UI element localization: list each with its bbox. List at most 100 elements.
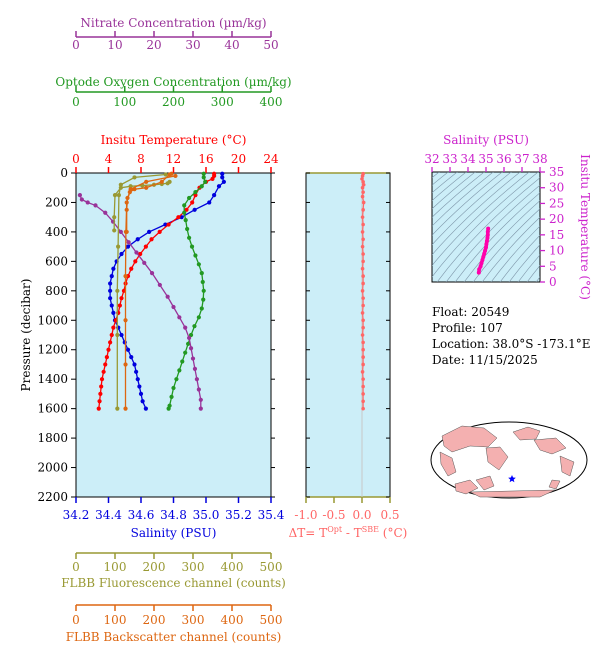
series-oxygen-point: [171, 385, 176, 391]
dt-series-point: [360, 289, 365, 293]
isopycnal-line: [463, 200, 540, 282]
land-masses: [439, 425, 575, 498]
isopycnal-line: [432, 172, 449, 186]
y-tick-label: 1400: [37, 372, 68, 386]
series-salinity-point: [109, 303, 114, 308]
series-temperature-point: [117, 303, 122, 308]
isopycnal-line: [508, 244, 540, 282]
series-oxygen-point: [201, 171, 206, 176]
series-temperature-point: [129, 266, 134, 271]
series-salinity-point: [122, 340, 127, 345]
series-nitrate-point: [142, 260, 147, 265]
series-backscatter-point: [118, 182, 123, 187]
ts-x-tick-label: 38: [532, 152, 547, 166]
y-tick-label: 600: [45, 254, 68, 268]
ts-y-tick-label: 25: [549, 196, 564, 210]
series-temperature-point: [103, 362, 108, 367]
ts-x-axis-title: Salinity (PSU): [443, 133, 529, 147]
ts-x-tick-label: 37: [514, 152, 529, 166]
series-temperature-point: [99, 377, 105, 382]
y-tick-label: 1800: [37, 431, 68, 445]
series-salinity-point: [140, 399, 145, 404]
series-temperature-point: [98, 391, 103, 397]
series-salinity-point: [129, 354, 134, 360]
dt-axis-title: ΔT= TOpt - TSBE (°C): [289, 525, 408, 540]
series-temperature-point: [111, 325, 116, 330]
fluorescence-tick-label: 300: [182, 560, 205, 574]
ts-series-point: [480, 258, 485, 262]
dt-x-tick-label: -1.0: [294, 508, 317, 522]
series-backscatter-point: [115, 332, 120, 338]
series-backscatter-point: [116, 244, 121, 249]
temperature-tick-label: 12: [166, 152, 181, 166]
isopycnal-line: [432, 172, 521, 256]
series-salinity-point: [125, 347, 131, 352]
series-salinity-point: [221, 179, 226, 184]
dt-series-point: [361, 340, 365, 345]
series-nitrate-point: [194, 377, 199, 382]
dt-series-point: [360, 185, 365, 190]
series-temperature-point: [104, 354, 109, 360]
salinity-tick-label: 35.0: [193, 508, 220, 522]
land-mass: [485, 446, 509, 471]
y-tick-label: 1000: [37, 313, 68, 327]
dt-series-point: [360, 174, 365, 178]
dt-series-point: [361, 377, 365, 381]
series-nitrate-point: [165, 294, 170, 299]
series-oxygen-point: [192, 324, 197, 329]
series-backscatter-point: [115, 406, 120, 411]
series-nitrate-point: [196, 387, 201, 392]
dt-series-point: [361, 281, 365, 286]
ts-series-point: [485, 229, 490, 234]
series-temperature-point: [133, 259, 138, 264]
series-salinity-point: [137, 384, 142, 389]
series-fluorescence-point: [128, 184, 133, 189]
series-nitrate-point: [77, 192, 82, 198]
dt-axis-title-superscript: SBE: [362, 525, 379, 534]
series-temperature-point: [96, 406, 101, 411]
series-backscatter-point: [124, 200, 129, 205]
float-info: Float: 20549 Profile: 107 Location: 38.0…: [432, 305, 590, 367]
isopycnal-line: [517, 254, 540, 282]
series-temperature-point: [184, 207, 189, 212]
series-temperature-point: [210, 176, 215, 181]
dt-axis-title-superscript: Opt: [327, 525, 343, 534]
dt-series-point: [360, 333, 365, 337]
salinity-tick-label: 35.2: [225, 508, 252, 522]
y-tick-label: 800: [45, 284, 68, 298]
dt-series-point: [361, 237, 365, 242]
isopycnal-line: [432, 172, 494, 227]
oxygen-tick-label: 100: [113, 95, 136, 109]
series-backscatter-point: [132, 175, 137, 180]
salinity-tick-label: 34.4: [95, 508, 122, 522]
series-salinity-point: [119, 251, 124, 257]
series-oxygen-point: [187, 195, 192, 201]
series-oxygen-point: [182, 210, 187, 215]
dt-series-point: [361, 325, 365, 330]
nitrate-tick-label: 10: [107, 38, 122, 52]
series-temperature-point: [193, 192, 198, 198]
series-temperature-point: [106, 347, 111, 352]
series-salinity-point: [108, 296, 113, 301]
isopycnal-line: [436, 177, 540, 282]
fluorescence-tick-label: 0: [72, 560, 80, 574]
series-oxygen-point: [187, 235, 192, 240]
dt-series-point: [361, 384, 365, 389]
float-location-marker: [508, 475, 516, 483]
oxygen-tick-label: 300: [211, 95, 234, 109]
series-backscatter-point: [123, 273, 128, 279]
series-oxygen-point: [189, 244, 195, 249]
fluorescence-tick-label: 100: [104, 560, 127, 574]
dt-series-point: [361, 399, 365, 404]
oxygen-axis-title: Optode Oxygen Concentration (µm/kg): [55, 75, 291, 89]
series-nitrate-point: [103, 210, 108, 215]
series-backscatter-point: [128, 187, 133, 192]
series-oxygen-point: [201, 288, 206, 293]
delta-t-panel: -1.0 -0.5 0.0 0.5 ΔT= TOpt - TSBE (°C): [289, 171, 408, 540]
series-nitrate-point: [118, 229, 123, 235]
ts-x-tick-label: 35: [478, 152, 493, 166]
dt-series-point: [361, 296, 365, 300]
location: Location: 38.0°S -173.1°E: [432, 337, 590, 351]
dt-series-point: [361, 252, 365, 256]
series-oxygen-point: [199, 271, 204, 276]
